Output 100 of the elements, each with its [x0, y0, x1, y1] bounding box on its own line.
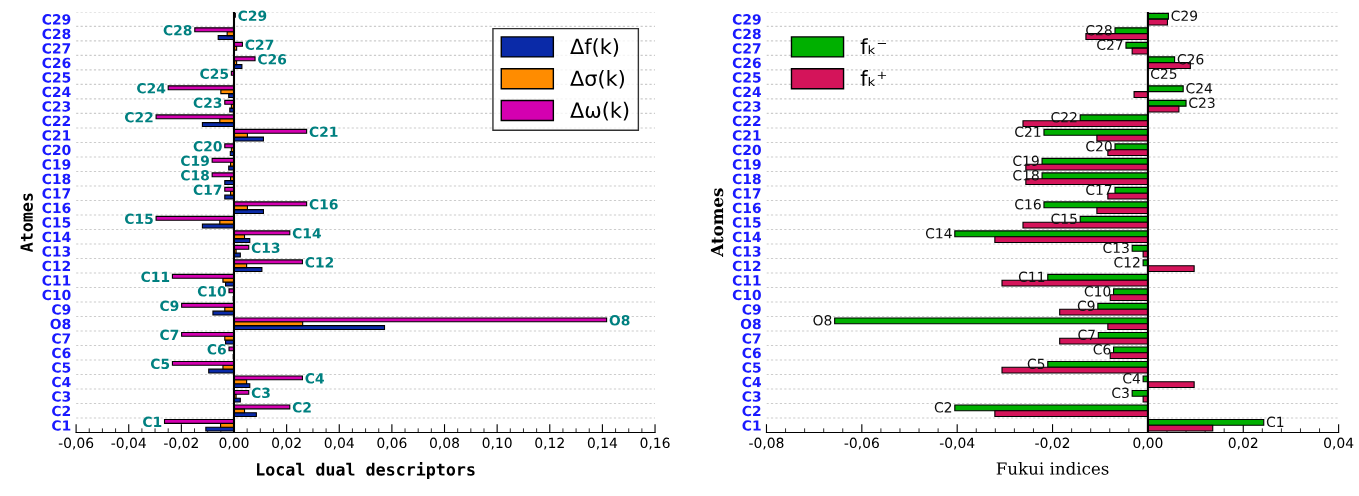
annotation: C12	[305, 257, 334, 268]
y-tick-label: C13	[732, 246, 761, 257]
annotation: C5	[150, 358, 170, 370]
y-tick-label: O8	[740, 318, 761, 330]
x-tick-label: -0,04	[939, 437, 975, 450]
annotation: C6	[1093, 344, 1111, 355]
x-tick-label: -0,06	[844, 437, 879, 450]
annotation: C25	[1150, 68, 1177, 80]
x-tick-label: 0,06	[377, 437, 407, 450]
x-tick-label: 0,02	[1228, 437, 1258, 450]
y-tick-label: O8	[50, 318, 71, 330]
annotation: C15	[1051, 213, 1077, 225]
annotation: C26	[258, 54, 287, 65]
x-tick-label: -0,04	[111, 437, 146, 450]
y-tick-label: C14	[732, 231, 761, 243]
legend-label: Δω(k)	[570, 101, 629, 121]
y-tick-label: C5	[742, 362, 761, 373]
annotation: C7	[1078, 329, 1095, 341]
annotation: C17	[193, 184, 222, 196]
y-tick-label: C9	[52, 304, 71, 315]
y-tick-label: C1	[52, 420, 71, 431]
y-tick-label: C16	[42, 202, 71, 214]
y-tick-label: C26	[42, 57, 71, 69]
y-tick-label: C24	[42, 86, 71, 98]
x-tick-label: 0,04	[1324, 437, 1354, 450]
annotation: C7	[160, 329, 179, 341]
legend-label: Δf(k)	[570, 38, 619, 57]
y-tick-label: C11	[42, 275, 71, 286]
y-tick-label: C21	[732, 130, 761, 141]
annotation: C22	[124, 112, 153, 123]
legend-label: Δσ(k)	[570, 69, 625, 89]
x-tick-label: 0,02	[272, 437, 301, 450]
y-tick-label: C19	[42, 159, 71, 170]
y-tick-label: C13	[42, 246, 71, 257]
annotation: C18	[181, 170, 209, 181]
legend-label: fₖ⁻	[860, 38, 887, 55]
annotation: C5	[1027, 358, 1045, 370]
y-tick-label: C27	[732, 43, 761, 54]
y-tick-label: C4	[742, 376, 761, 388]
y-tick-label: C26	[732, 57, 761, 69]
y-tick-label: C20	[732, 144, 761, 156]
annotation: C4	[1123, 373, 1141, 384]
annotation: O8	[813, 315, 832, 326]
y-tick-label: C2	[742, 405, 761, 417]
y-tick-label: C7	[742, 333, 761, 344]
annotation: C19	[1013, 155, 1039, 167]
annotation: C21	[1015, 126, 1041, 138]
y-tick-label: C5	[52, 362, 71, 373]
y-tick-label: C29	[42, 14, 71, 25]
annotation: C11	[1018, 271, 1045, 283]
annotation: C26	[1177, 54, 1204, 65]
x-tick-label: 0,00	[219, 437, 249, 450]
annotation: C1	[1266, 416, 1284, 428]
annotation: C27	[245, 39, 274, 51]
annotation: C19	[181, 155, 209, 167]
annotation: C25	[200, 68, 229, 80]
y-tick-label: C28	[732, 28, 761, 40]
annotation: C23	[193, 97, 222, 109]
annotation: C3	[251, 387, 270, 399]
annotation: C24	[137, 83, 166, 94]
annotation: C20	[193, 141, 222, 152]
y-tick-label: C4	[52, 376, 71, 388]
annotation: C27	[1097, 39, 1123, 51]
y-tick-label: C1	[742, 420, 761, 431]
x-tick-label: 0,14	[587, 437, 618, 450]
y-tick-label: C17	[732, 188, 761, 199]
y-tick-label: C10	[42, 289, 71, 301]
x-tick-label: 0,10	[482, 437, 512, 450]
annotation: C17	[1086, 184, 1112, 196]
x-tick-label: -0,02	[164, 437, 198, 450]
annotation: O8	[609, 315, 630, 326]
annotation: C29	[238, 10, 267, 22]
x-tick-label: -0,08	[749, 437, 784, 450]
y-axis-title: Atomes	[710, 188, 724, 257]
y-tick-label: C6	[742, 347, 761, 359]
annotation: C16	[309, 199, 338, 210]
annotation: C9	[1077, 300, 1095, 312]
y-tick-label: C14	[42, 231, 71, 243]
x-tick-label: -0,06	[58, 437, 94, 450]
y-axis-title: Atomes	[20, 193, 33, 253]
annotation: C6	[207, 344, 226, 355]
annotation: C10	[1084, 286, 1111, 297]
y-tick-label: C22	[42, 115, 71, 127]
y-tick-label: C2	[52, 405, 71, 417]
x-axis-title: Fukui indices	[996, 461, 1109, 475]
y-tick-label: C3	[52, 391, 71, 402]
y-tick-label: C25	[732, 72, 761, 83]
y-tick-label: C3	[742, 391, 761, 402]
y-tick-label: C20	[42, 144, 71, 156]
y-tick-label: C27	[42, 43, 71, 54]
y-tick-label: C23	[732, 101, 761, 112]
x-tick-label: 0,08	[429, 437, 460, 450]
annotation: C13	[251, 242, 280, 254]
annotation: C14	[925, 228, 952, 239]
annotation: C10	[197, 286, 227, 297]
annotation: C4	[305, 373, 324, 384]
annotation: C29	[1171, 10, 1198, 22]
annotation: C11	[141, 271, 170, 283]
annotation: C21	[309, 126, 338, 138]
y-tick-label: C28	[42, 28, 71, 40]
